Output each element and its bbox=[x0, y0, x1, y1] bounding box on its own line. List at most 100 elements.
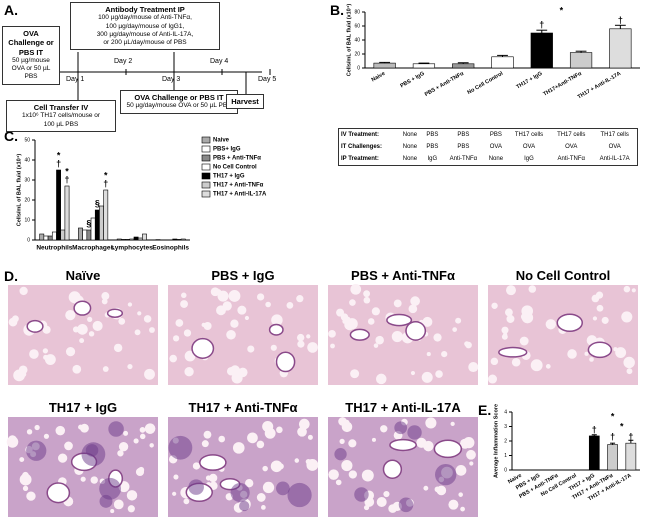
day-label: Day 4 bbox=[210, 58, 229, 65]
alveolus bbox=[184, 367, 194, 377]
alveolus bbox=[375, 335, 384, 345]
legend-label: PBS + Anti-TNFα bbox=[213, 156, 261, 162]
airway bbox=[199, 454, 227, 471]
table-cell: None bbox=[488, 156, 504, 162]
alveolus bbox=[350, 369, 360, 379]
alveolus bbox=[545, 363, 551, 369]
alveolus bbox=[245, 479, 254, 488]
image-label: PBS + IgG bbox=[211, 268, 275, 283]
bar bbox=[116, 238, 122, 241]
table-row: IP Treatment: None IgG Anti-TNFα None IgG Anti… bbox=[339, 153, 638, 166]
bar bbox=[56, 169, 61, 241]
alveolus bbox=[72, 326, 80, 333]
annotation: § bbox=[86, 218, 91, 228]
y-tick-label: 1 bbox=[504, 453, 507, 459]
alveolus bbox=[247, 432, 258, 444]
table-cell: None bbox=[402, 132, 418, 138]
day-label: Day 2 bbox=[114, 58, 133, 65]
day-label: Day 3 bbox=[162, 76, 181, 83]
alveolus bbox=[226, 329, 236, 340]
alveolus bbox=[592, 316, 598, 321]
alveolus bbox=[434, 486, 441, 493]
bar bbox=[64, 185, 70, 241]
y-axis-label: Average Inflammation Score bbox=[493, 404, 499, 478]
y-axis-label: Cells/mL of BAL fluid (x10⁴) bbox=[16, 154, 22, 227]
table-cell: TH17 cells bbox=[514, 132, 544, 138]
y-tick-label: 60 bbox=[354, 23, 360, 29]
bar bbox=[412, 63, 436, 69]
alveolus bbox=[149, 327, 155, 333]
alveolus bbox=[363, 296, 371, 304]
alveolus bbox=[87, 316, 93, 323]
alveolus bbox=[521, 311, 534, 324]
legend-swatch bbox=[201, 163, 211, 171]
alveolus bbox=[490, 357, 499, 366]
airway bbox=[386, 313, 413, 327]
alveolus bbox=[488, 374, 498, 384]
table-cell: PBS bbox=[426, 144, 439, 150]
alveolus bbox=[363, 290, 371, 298]
timeline-box: OVA Challenge or PBS IT 50 µg/mouse OVA or… bbox=[2, 26, 60, 85]
infiltrate bbox=[108, 421, 124, 437]
alveolus bbox=[133, 438, 139, 444]
box-text: 100 µg/day/mouse of IgG1, bbox=[105, 22, 185, 30]
alveolus bbox=[391, 330, 403, 343]
annotation: * bbox=[620, 422, 624, 432]
bar bbox=[103, 189, 109, 241]
alveolus bbox=[348, 439, 357, 448]
infiltrate bbox=[354, 487, 369, 502]
y-tick-label: 30 bbox=[24, 177, 30, 183]
box-title: Harvest bbox=[231, 97, 259, 106]
bar bbox=[607, 444, 618, 471]
legend-label: Naive bbox=[213, 138, 230, 144]
alveolus bbox=[307, 434, 313, 440]
image-label: TH17 + IgG bbox=[48, 400, 118, 415]
table-cell: OVA bbox=[489, 144, 502, 150]
bar bbox=[180, 238, 186, 241]
alveolus bbox=[118, 317, 126, 325]
alveolus bbox=[270, 344, 277, 351]
alveolus bbox=[172, 335, 180, 342]
table-row: IV Treatment: None PBS PBS PBS TH17 cells TH17… bbox=[339, 129, 638, 142]
day-label: Day 5 bbox=[258, 76, 277, 83]
infiltrate bbox=[398, 497, 414, 513]
bar bbox=[176, 239, 182, 241]
alveolus bbox=[244, 315, 250, 321]
alveolus bbox=[328, 329, 336, 338]
alveolus bbox=[218, 435, 226, 443]
alveolus bbox=[361, 469, 374, 482]
alveolus bbox=[423, 485, 429, 491]
alveolus bbox=[113, 499, 124, 510]
table-cell: Anti-TNFα bbox=[557, 156, 585, 162]
bar bbox=[129, 238, 135, 241]
legend-swatch bbox=[201, 190, 211, 198]
airway bbox=[46, 482, 71, 504]
x-tick-label: Macrophages bbox=[72, 245, 114, 252]
airway bbox=[498, 346, 528, 358]
airway bbox=[587, 341, 613, 359]
alveolus bbox=[298, 418, 310, 430]
infiltrate bbox=[168, 435, 193, 460]
infiltrate bbox=[230, 483, 250, 503]
alveolus bbox=[231, 372, 243, 384]
day-label: Day 1 bbox=[66, 76, 85, 83]
infiltrate bbox=[188, 479, 204, 495]
bar bbox=[78, 227, 83, 241]
alveolus bbox=[92, 320, 103, 331]
airway bbox=[275, 351, 296, 373]
bar bbox=[530, 32, 553, 69]
infiltrate bbox=[85, 444, 99, 457]
table-cell: TH17 cells bbox=[557, 132, 586, 138]
legend-label: TH17 + IgG bbox=[213, 174, 245, 180]
alveolus bbox=[239, 444, 244, 449]
box-text: 1x10⁶ TH17 cells/mouse or bbox=[21, 112, 101, 120]
alveolus bbox=[439, 489, 445, 496]
table-cell: Anti-IL-17A bbox=[599, 156, 630, 162]
alveolus bbox=[8, 317, 18, 327]
alveolus bbox=[455, 317, 462, 324]
alveolus bbox=[256, 440, 265, 449]
alveolus bbox=[126, 490, 138, 501]
alveolus bbox=[466, 449, 476, 460]
alveolus bbox=[342, 319, 348, 324]
